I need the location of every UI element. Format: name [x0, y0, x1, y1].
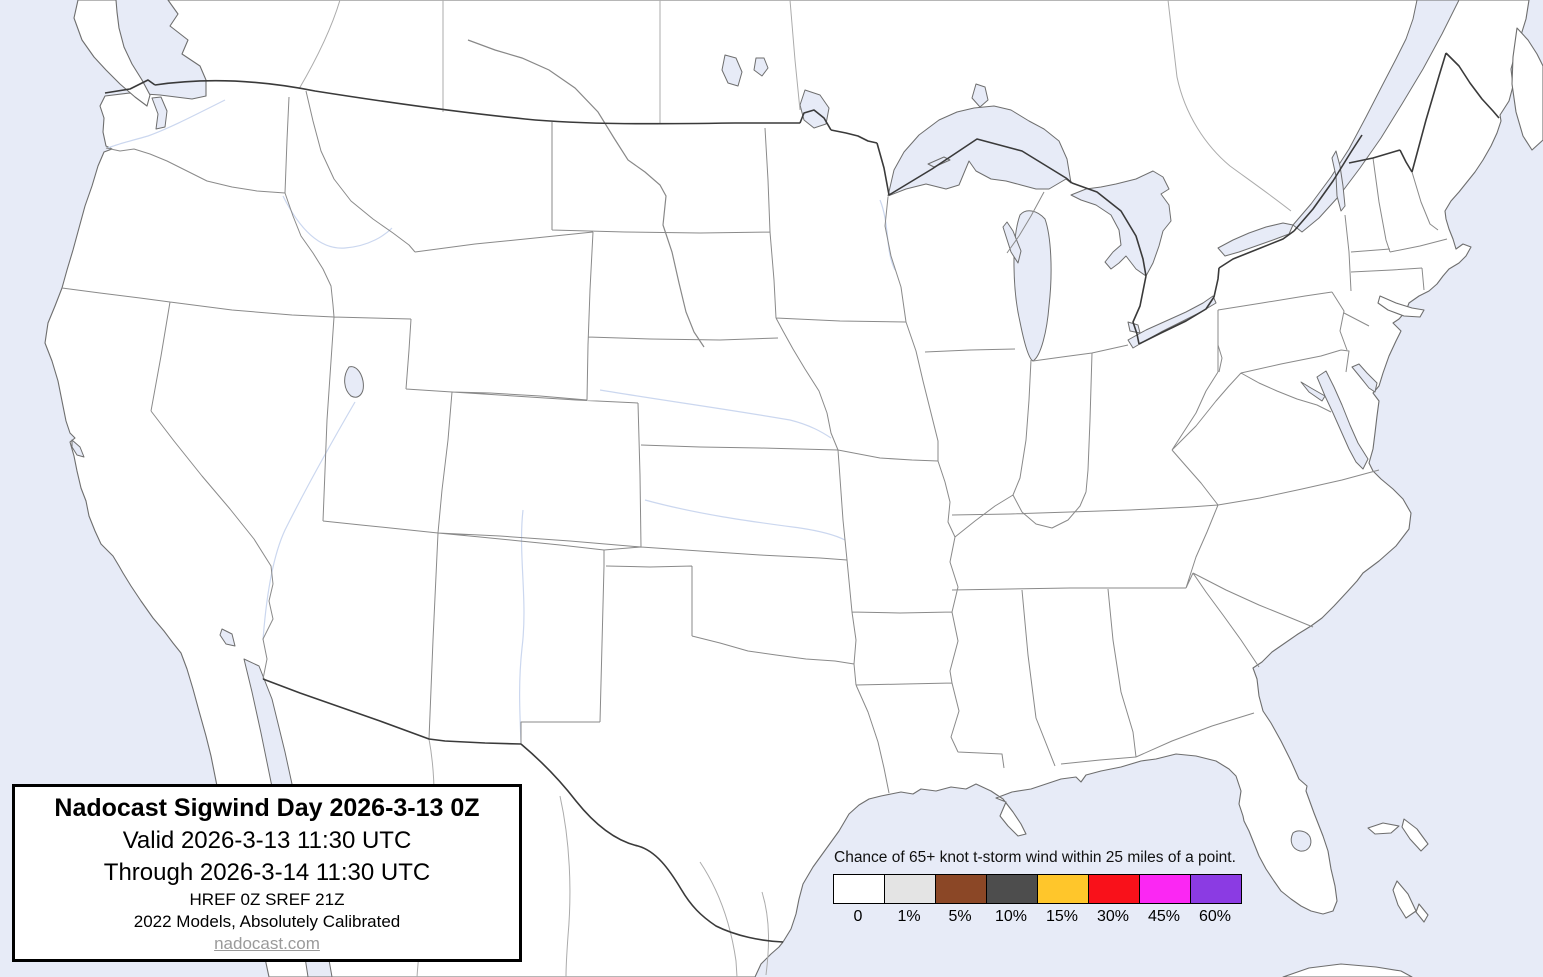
lake-huron: [1070, 170, 1172, 277]
isle-royale: [927, 156, 951, 168]
forecast-valid-line: Valid 2026-3-13 11:30 UTC: [122, 826, 412, 854]
san-francisco-bay: [71, 439, 85, 458]
delaware-bay: [1351, 363, 1378, 393]
lake-michigan: [1013, 210, 1052, 362]
great-salt-lake: [344, 366, 364, 398]
legend-label: 0: [853, 908, 863, 925]
forecast-models-line: HREF 0Z SREF 21Z: [189, 889, 345, 909]
legend-label: 1%: [897, 908, 921, 925]
legend-swatch: [1139, 874, 1191, 904]
legend-swatch: [1088, 874, 1140, 904]
bahamas-islands: [1367, 818, 1429, 923]
lake-okeechobee: [1290, 830, 1312, 852]
lake-of-the-woods: [799, 89, 830, 129]
cuba-coast: [1282, 963, 1413, 977]
nova-scotia: [1511, 27, 1543, 151]
legend-swatch: [833, 874, 885, 904]
legend-label: 60%: [1198, 908, 1232, 925]
forecast-title: Nadocast Sigwind Day 2026-3-13 0Z: [54, 793, 480, 822]
long-island: [1377, 295, 1425, 318]
salton-sea: [219, 628, 236, 647]
lake-ontario: [1217, 222, 1294, 257]
minor-rivers: [107, 99, 896, 744]
province-borders: [298, 0, 1292, 212]
lake-nipigon: [971, 83, 989, 108]
green-bay: [1002, 221, 1022, 264]
legend-swatch: [1190, 874, 1242, 904]
lake-champlain: [1331, 150, 1346, 212]
legend-label: 30%: [1096, 908, 1130, 925]
lake-winnipeg: [721, 54, 769, 87]
forecast-calibration-line: 2022 Models, Absolutely Calibrated: [133, 911, 401, 931]
probability-legend: Chance of 65+ knot t-storm wind within 2…: [833, 849, 1251, 926]
legend-swatch: [1037, 874, 1089, 904]
legend-label: 45%: [1147, 908, 1181, 925]
missouri-river: [467, 39, 705, 348]
puget-sound: [151, 96, 168, 130]
legend-swatches: [833, 874, 1251, 904]
legend-labels: 0 1% 5% 10% 15% 30% 45% 60%: [833, 908, 1251, 926]
legend-caption: Chance of 65+ knot t-storm wind within 2…: [834, 849, 1236, 866]
legend-swatch: [986, 874, 1038, 904]
state-borders: [61, 90, 1448, 794]
vancouver-island: [73, 0, 151, 107]
forecast-through-line: Through 2026-3-14 11:30 UTC: [103, 858, 431, 886]
legend-label: 5%: [948, 908, 972, 925]
legend-label: 10%: [994, 908, 1028, 925]
forecast-title-box: Nadocast Sigwind Day 2026-3-13 0Z Valid …: [12, 784, 522, 962]
chesapeake-bay: [1300, 370, 1369, 470]
legend-swatch: [935, 874, 987, 904]
legend-label: 15%: [1045, 908, 1079, 925]
legend-swatch: [884, 874, 936, 904]
islands: [73, 0, 1543, 977]
international-borders: [104, 52, 1500, 943]
nadocast-site-link[interactable]: nadocast.com: [214, 933, 320, 953]
